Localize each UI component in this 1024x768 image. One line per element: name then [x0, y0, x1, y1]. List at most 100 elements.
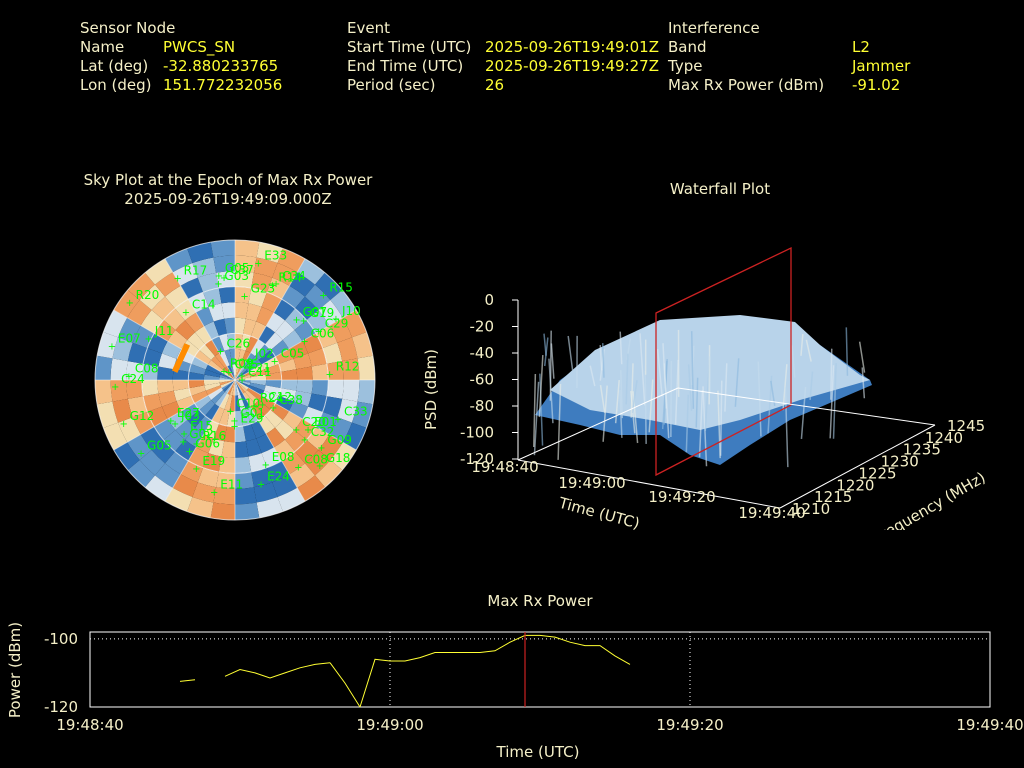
- sky-cell: [249, 369, 266, 378]
- satellite-label: C29: [325, 316, 349, 330]
- surface-texture: [861, 367, 866, 399]
- satellite-label: G01: [241, 406, 266, 420]
- satellite-label: C33: [344, 404, 368, 418]
- surface-texture: [644, 370, 647, 444]
- sky-cell: [250, 420, 267, 439]
- sky-cell: [235, 380, 238, 396]
- sky-cell: [249, 382, 266, 391]
- sky-cell: [314, 272, 343, 301]
- sky-cell: [139, 284, 166, 311]
- satellite-marker: +: [314, 326, 322, 337]
- sky-cell: [221, 370, 235, 380]
- frequency-tick-label: 1225: [858, 464, 896, 482]
- sky-cell: [232, 364, 235, 380]
- sky-cell: [235, 317, 246, 335]
- sky-cell: [293, 390, 312, 407]
- sky-cell: [235, 380, 241, 396]
- sky-cell: [235, 380, 245, 394]
- band-label: Band: [668, 38, 707, 56]
- surface-texture: [567, 335, 574, 371]
- satellite-label: G12: [130, 409, 155, 423]
- sky-cell: [224, 349, 233, 366]
- sky-cell: [248, 385, 265, 396]
- sky-cell: [188, 371, 205, 380]
- sky-cell: [197, 467, 219, 488]
- sky-cell: [211, 389, 226, 404]
- surface-texture: [543, 337, 549, 367]
- sky-cell: [304, 284, 331, 311]
- sky-cell: [258, 326, 275, 345]
- surface-texture: [539, 373, 544, 446]
- satellite-marker: +: [215, 271, 223, 282]
- satellite-label: E19: [202, 454, 225, 468]
- sky-cell: [250, 374, 267, 380]
- satellite-marker: +: [230, 422, 238, 433]
- satellite-label: G03: [224, 269, 249, 283]
- sky-cell: [167, 330, 188, 349]
- sky-cell: [210, 240, 235, 258]
- sky-cell: [225, 380, 235, 394]
- sky-cell: [229, 395, 235, 412]
- sky-cell: [280, 369, 298, 380]
- sky-cell: [235, 487, 257, 505]
- satellite-label: E08: [272, 450, 295, 464]
- x-tick-label: 19:49:20: [656, 716, 723, 734]
- satellite-marker: +: [300, 337, 308, 348]
- sky-cell: [218, 286, 235, 304]
- sky-cell: [213, 255, 235, 273]
- sky-cell: [132, 411, 155, 435]
- sky-cell: [113, 442, 140, 470]
- frequency-tick-label: 1240: [925, 429, 963, 447]
- satellite-label: C08: [135, 362, 159, 376]
- sky-cell: [235, 271, 254, 289]
- sky-cell: [188, 380, 205, 389]
- sky-cell: [250, 380, 267, 386]
- satellite-marker: +: [292, 425, 300, 436]
- surface-texture: [702, 386, 708, 467]
- sky-cell: [235, 380, 251, 383]
- satellite-label: G06: [195, 436, 220, 450]
- sky-cell: [248, 364, 265, 375]
- waterfall-title: Waterfall Plot: [669, 180, 771, 198]
- z-tick-label: -100: [460, 424, 494, 442]
- surface-texture: [858, 341, 866, 373]
- satellite-marker: +: [250, 401, 258, 412]
- sky-cell: [318, 434, 343, 460]
- sky-cell: [158, 390, 177, 407]
- sky-cell: [224, 317, 235, 335]
- sky-cell: [208, 387, 224, 400]
- surface-texture: [800, 386, 807, 439]
- sky-cell: [97, 332, 119, 359]
- sky-cell: [180, 277, 204, 300]
- frequency-tick-label: 1235: [903, 441, 941, 459]
- satellite-marker: +: [269, 403, 277, 414]
- sky-cell: [245, 336, 259, 354]
- sky-cell: [216, 271, 235, 289]
- satellite-label: G23: [251, 282, 276, 296]
- name-value: PWCS_SN: [163, 38, 236, 56]
- sky-cell: [245, 438, 262, 457]
- sky-cell: [258, 415, 275, 434]
- azimuth-line: [164, 379, 236, 502]
- sky-cell: [274, 419, 295, 440]
- sky-cell: [296, 366, 313, 380]
- satellite-marker: +: [125, 372, 133, 383]
- satellite-marker: +: [332, 314, 340, 325]
- sky-cell: [205, 364, 222, 375]
- skyplot-satellites: +G03+G19+G18+C10+E27+E33+G09+C26+R16+R20…: [108, 249, 368, 499]
- skyplot-title: Sky Plot at the Epoch of Max Rx Power: [83, 171, 373, 189]
- sky-cell: [203, 380, 220, 386]
- sky-cell: [315, 411, 338, 435]
- sky-cell: [251, 467, 273, 488]
- y-tick-label: -100: [44, 630, 78, 648]
- sky-cell: [256, 306, 274, 327]
- time-axis: [517, 459, 781, 509]
- satellite-marker: +: [326, 369, 334, 380]
- sky-cell: [272, 474, 298, 497]
- satellite-marker: +: [299, 316, 307, 327]
- sky-cell: [211, 356, 226, 371]
- sky-cell: [219, 380, 235, 383]
- line-chart-ylabel: Power (dBm): [6, 622, 24, 718]
- time-tick-label: 19:49:20: [648, 488, 715, 506]
